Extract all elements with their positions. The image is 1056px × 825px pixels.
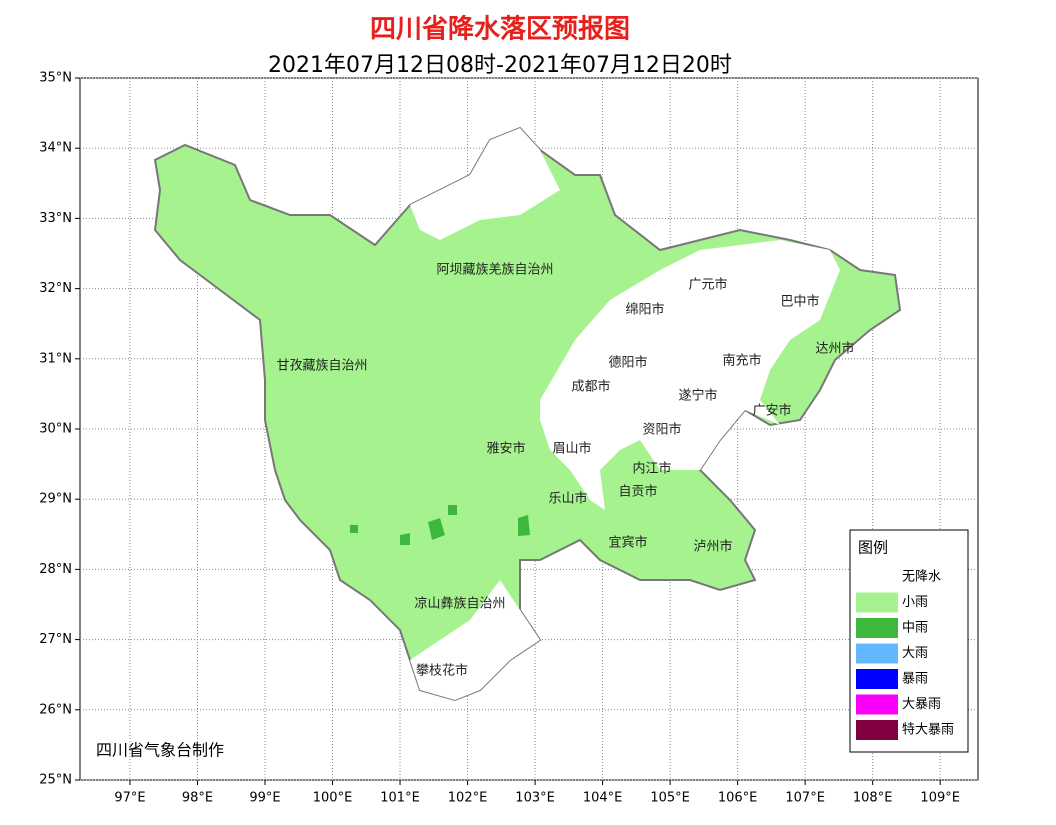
place-label: 阿坝藏族羌族自治州 xyxy=(436,262,553,278)
x-tick-label: 101°E xyxy=(380,791,420,806)
y-tick-label: 28°N xyxy=(39,562,72,577)
place-label: 自贡市 xyxy=(618,484,657,500)
legend-box xyxy=(849,529,969,753)
y-tick-label: 34°N xyxy=(39,141,72,156)
place-label: 南充市 xyxy=(722,353,761,369)
x-tick-label: 100°E xyxy=(313,791,353,806)
legend-label: 大雨 xyxy=(902,646,928,661)
place-label: 凉山彝族自治州 xyxy=(414,596,505,612)
legend-swatch xyxy=(856,720,898,740)
y-tick-label: 26°N xyxy=(39,702,72,717)
x-tick-label: 106°E xyxy=(718,791,758,806)
x-tick-label: 105°E xyxy=(650,791,690,806)
place-label: 达州市 xyxy=(815,341,854,357)
y-tick-label: 27°N xyxy=(39,632,72,647)
place-label: 广元市 xyxy=(688,277,727,293)
y-tick-label: 30°N xyxy=(39,422,72,437)
place-label: 资阳市 xyxy=(642,422,681,438)
place-label: 雅安市 xyxy=(486,441,525,457)
legend-label: 大暴雨 xyxy=(902,697,941,712)
legend-swatch xyxy=(856,618,898,638)
legend-label: 无降水 xyxy=(902,570,941,585)
legend-title: 图例 xyxy=(858,539,888,557)
place-label: 广安市 xyxy=(752,403,791,419)
x-tick-label: 98°E xyxy=(182,791,213,806)
credit: 四川省气象台制作 xyxy=(96,741,224,760)
x-tick-label: 102°E xyxy=(448,791,488,806)
y-tick-label: 29°N xyxy=(39,492,72,507)
x-tick-label: 104°E xyxy=(583,791,623,806)
y-tick-label: 31°N xyxy=(39,351,72,366)
x-tick-label: 109°E xyxy=(920,791,960,806)
place-label: 宜宾市 xyxy=(608,535,647,551)
x-tick-label: 107°E xyxy=(785,791,825,806)
place-label: 德阳市 xyxy=(608,355,647,371)
place-label: 绵阳市 xyxy=(625,302,664,318)
legend-swatch xyxy=(856,567,898,587)
place-label: 甘孜藏族自治州 xyxy=(276,358,367,374)
y-tick-label: 25°N xyxy=(39,773,72,788)
x-tick-label: 97°E xyxy=(114,791,145,806)
title: 四川省降水落区预报图 xyxy=(370,14,630,45)
legend-label: 特大暴雨 xyxy=(902,723,954,738)
legend-swatch xyxy=(856,643,898,664)
subtitle: 2021年07月12日08时-2021年07月12日20时 xyxy=(268,53,732,78)
place-label: 遂宁市 xyxy=(678,388,717,404)
legend-swatch xyxy=(856,669,898,689)
y-tick-label: 33°N xyxy=(39,211,72,226)
y-tick-label: 32°N xyxy=(39,281,72,296)
place-label: 成都市 xyxy=(571,379,610,395)
legend-label: 小雨 xyxy=(902,595,928,610)
legend-label: 暴雨 xyxy=(902,672,928,687)
place-label: 眉山市 xyxy=(552,441,591,457)
place-label: 泸州市 xyxy=(693,539,732,555)
x-tick-label: 103°E xyxy=(515,791,555,806)
y-tick-label: 35°N xyxy=(39,71,72,86)
x-tick-label: 99°E xyxy=(249,791,280,806)
place-label: 乐山市 xyxy=(548,491,587,507)
legend-swatch xyxy=(856,592,898,613)
place-label: 内江市 xyxy=(632,461,671,477)
legend-swatch xyxy=(856,694,898,715)
place-label: 攀枝花市 xyxy=(416,663,468,679)
x-tick-label: 108°E xyxy=(853,791,893,806)
province xyxy=(153,126,902,702)
place-label: 巴中市 xyxy=(780,294,819,310)
legend-label: 中雨 xyxy=(902,621,928,636)
